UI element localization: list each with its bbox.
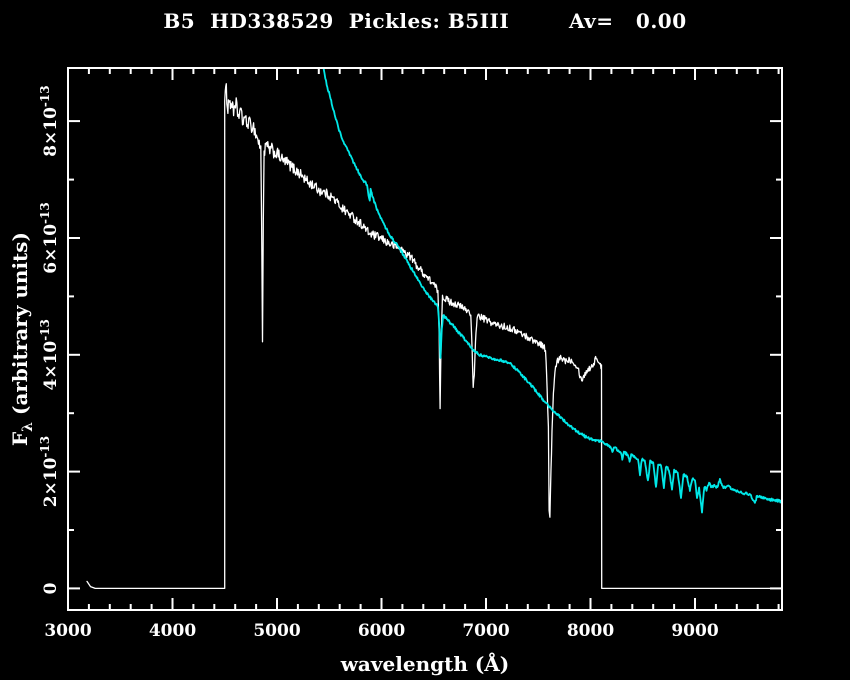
axis-ticks bbox=[67, 68, 782, 610]
y-tick-label: 8×10-13 bbox=[38, 85, 61, 156]
spectra bbox=[86, 68, 782, 590]
y-tick-label: 2×10-13 bbox=[38, 436, 61, 507]
plot-title: B5 HD338529 Pickles: B5III Av= 0.00 bbox=[163, 9, 687, 33]
x-tick-label: 3000 bbox=[44, 621, 91, 641]
y-tick-label: 6×10-13 bbox=[38, 202, 61, 273]
axis-box bbox=[67, 67, 783, 611]
x-tick-label: 8000 bbox=[567, 621, 614, 641]
observed-spectrum-line bbox=[86, 83, 782, 590]
template-spectrum-line bbox=[322, 68, 782, 514]
y-tick-label: 4×10-13 bbox=[38, 319, 61, 390]
x-tick-label: 4000 bbox=[149, 621, 196, 641]
y-tick-label: 0 bbox=[41, 582, 61, 594]
x-tick-label: 9000 bbox=[671, 621, 718, 641]
x-tick-label: 6000 bbox=[358, 621, 405, 641]
y-axis-title: Fλ (arbitrary units) bbox=[8, 232, 36, 446]
x-tick-label: 7000 bbox=[462, 621, 509, 641]
x-tick-label: 5000 bbox=[253, 621, 300, 641]
x-axis-title: wavelength (Å) bbox=[340, 652, 510, 676]
